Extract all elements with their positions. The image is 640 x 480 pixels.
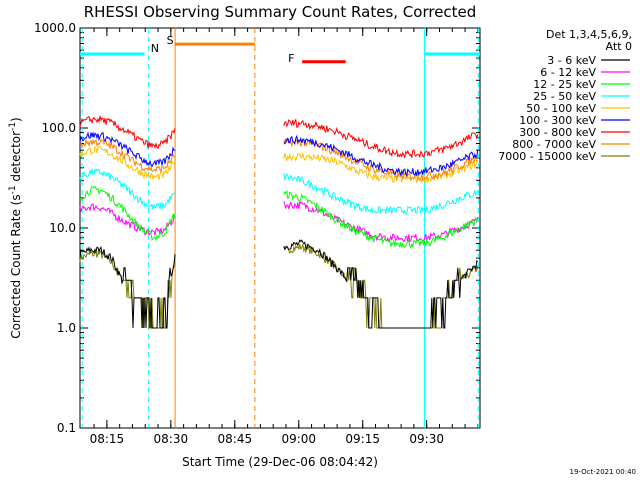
legend-label: 12 - 25 keV xyxy=(533,78,596,91)
series-line-6-12-kev xyxy=(79,203,176,237)
legend-label: 50 - 100 keV xyxy=(526,102,596,115)
x-tick-label: 08:30 xyxy=(154,432,189,446)
series-line-6-12-kev xyxy=(283,200,479,243)
series-line-3-6-kev xyxy=(283,239,479,329)
series-line-12-25-kev xyxy=(79,185,176,242)
series-line-300-800-kev xyxy=(283,118,479,160)
x-tick-label: 09:15 xyxy=(345,432,380,446)
flare-label: F xyxy=(288,52,294,65)
y-label-sup1: -1 xyxy=(8,185,18,194)
series-line-300-800-kev xyxy=(79,115,176,150)
series-line-25-50-kev xyxy=(283,173,479,216)
y-label-part2: detector xyxy=(9,131,23,186)
series-line-100-300-kev xyxy=(283,134,479,178)
y-tick-label: 100.0 xyxy=(42,121,76,135)
legend-label: 300 - 800 keV xyxy=(519,126,596,139)
x-tick-label: 08:45 xyxy=(218,432,253,446)
chart-title: RHESSI Observing Summary Count Rates, Co… xyxy=(84,3,477,21)
y-axis-label: Corrected Count Rate (s-1 detector-1) xyxy=(8,117,23,338)
y-tick-label: 1.0 xyxy=(57,321,76,335)
x-axis-label: Start Time (29-Dec-06 08:04:42) xyxy=(182,455,378,469)
y-tick-label: 10.0 xyxy=(49,221,76,235)
legend-label: 7000 - 15000 keV xyxy=(498,150,596,163)
y-label-sup2: -1 xyxy=(8,122,18,131)
series-line-800-7000-kev xyxy=(79,137,176,173)
series-line-7000-15000-kev xyxy=(283,243,479,329)
series-line-25-50-kev xyxy=(79,167,176,210)
x-tick-label: 09:30 xyxy=(409,432,444,446)
legend-label: 6 - 12 keV xyxy=(540,66,596,79)
legend-label: 800 - 7000 keV xyxy=(512,138,596,151)
series-line-7000-15000-kev xyxy=(79,249,176,329)
y-tick-label: 0.1 xyxy=(57,421,76,435)
series-line-3-6-kev xyxy=(79,245,176,329)
series-line-50-100-kev xyxy=(79,145,176,181)
legend-header-2: Att 0 xyxy=(606,40,632,53)
legend-label: 100 - 300 keV xyxy=(519,114,596,127)
legend-label: 25 - 50 keV xyxy=(533,90,596,103)
night-label: N xyxy=(151,42,159,55)
y-label-part3: ) xyxy=(9,117,23,122)
series-line-100-300-kev xyxy=(79,131,176,168)
legend-header-1: Det 1,3,4,5,6,9, xyxy=(546,28,632,41)
legend-label: 3 - 6 keV xyxy=(547,54,596,67)
y-label-part1: Corrected Count Rate (s xyxy=(9,194,23,338)
series-lines xyxy=(79,115,479,329)
time-markers: NS F xyxy=(80,28,480,428)
y-tick-label: 1000.0 xyxy=(34,21,76,35)
date-stamp: 19-Oct-2021 00:40 xyxy=(570,468,636,476)
x-tick-label: 08:15 xyxy=(90,432,125,446)
saa-label: S xyxy=(167,34,174,47)
series-line-12-25-kev xyxy=(283,189,479,249)
axis-ticks: 0.1 1.0 10.0 100.0 1000.0 08:15 08:30 08:45 09:0… xyxy=(34,21,480,446)
x-tick-label: 09:00 xyxy=(281,432,316,446)
